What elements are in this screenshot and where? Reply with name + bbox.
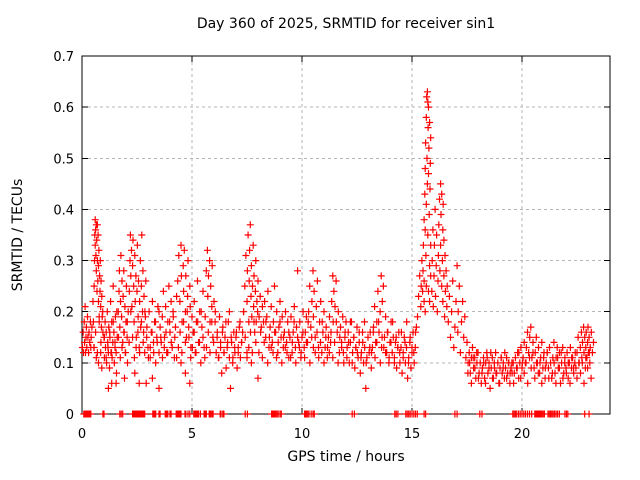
plot-border <box>81 55 611 415</box>
x-tick-label: 0 <box>78 427 86 442</box>
axis-ticks <box>81 55 610 415</box>
x-tick-label: 15 <box>404 427 421 442</box>
y-tick-label: 0.4 <box>53 203 74 218</box>
x-tick-label: 10 <box>294 427 311 442</box>
y-tick-label: 0.2 <box>53 306 74 321</box>
scatter-points <box>78 88 597 418</box>
y-tick-label: 0.6 <box>53 101 74 116</box>
gridlines <box>82 56 610 414</box>
y-tick-label: 0.7 <box>53 50 74 65</box>
x-tick-label: 20 <box>514 427 531 442</box>
chart-title: Day 360 of 2025, SRMTID for receiver sin… <box>196 16 496 32</box>
y-tick-label: 0.5 <box>53 152 74 167</box>
y-tick-label: 0 <box>66 408 74 423</box>
x-axis-label: GPS time / hours <box>287 449 405 465</box>
x-tick-label: 5 <box>188 427 196 442</box>
y-tick-label: 0.3 <box>53 255 74 270</box>
y-tick-label: 0.1 <box>53 357 74 372</box>
y-axis-label: SRMTID / TECUs <box>10 178 26 292</box>
